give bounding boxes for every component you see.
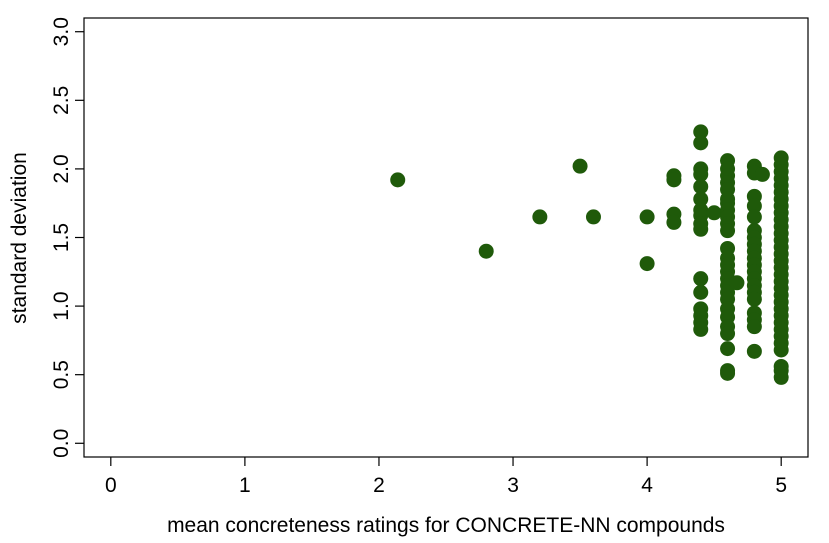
data-point-12 — [693, 135, 709, 151]
data-point-16 — [693, 191, 709, 207]
data-point-38 — [720, 223, 736, 239]
data-point-107 — [773, 369, 789, 385]
data-point-59 — [746, 209, 762, 225]
data-point-6 — [639, 256, 655, 272]
data-points — [390, 124, 789, 385]
data-point-2 — [532, 209, 548, 225]
y-axis-title: standard deviation — [8, 152, 31, 324]
data-point-51 — [720, 341, 736, 357]
x-axis: 0 1 2 3 4 5 — [105, 457, 787, 497]
data-point-104 — [773, 342, 789, 358]
y-axis: 0.0 0.5 1.0 1.5 2.0 2.5 3.0 — [50, 17, 84, 458]
data-point-4 — [585, 209, 601, 225]
data-point-53 — [720, 365, 736, 381]
x-tick-label-3: 3 — [507, 474, 519, 497]
x-axis-title: mean concreteness ratings for CONCRETE-N… — [167, 514, 725, 537]
data-point-10 — [666, 214, 682, 230]
x-tick-label-0: 0 — [105, 474, 117, 497]
x-tick-label-2: 2 — [373, 474, 385, 497]
data-point-5 — [639, 209, 655, 225]
data-point-58 — [746, 198, 762, 214]
data-point-11 — [693, 124, 709, 140]
data-point-74 — [746, 343, 762, 359]
x-tick-label-1: 1 — [239, 474, 251, 497]
data-point-20 — [693, 221, 709, 237]
y-tick-label-1: 0.5 — [50, 360, 73, 389]
data-point-8 — [666, 172, 682, 188]
x-tick-label-4: 4 — [641, 474, 653, 497]
y-tick-label-6: 3.0 — [50, 17, 73, 46]
data-point-3 — [572, 158, 588, 174]
y-tick-label-3: 1.5 — [50, 223, 73, 252]
data-point-0 — [390, 172, 406, 188]
data-point-14 — [693, 166, 709, 182]
data-point-70 — [746, 291, 762, 307]
data-point-21 — [693, 271, 709, 287]
data-point-1 — [478, 243, 494, 259]
plot-frame — [83, 17, 809, 458]
data-point-15 — [693, 179, 709, 195]
y-tick-label-5: 2.5 — [50, 86, 73, 115]
data-point-22 — [693, 284, 709, 300]
data-point-75 — [754, 166, 770, 182]
y-tick-label-4: 2.0 — [50, 154, 73, 183]
data-point-50 — [720, 326, 736, 342]
data-point-26 — [693, 321, 709, 337]
x-tick-label-5: 5 — [775, 474, 787, 497]
data-point-27 — [706, 205, 722, 221]
y-tick-label-2: 1.0 — [50, 291, 73, 320]
data-point-54 — [729, 275, 745, 291]
data-point-73 — [746, 319, 762, 335]
y-tick-label-0: 0.0 — [50, 429, 73, 458]
